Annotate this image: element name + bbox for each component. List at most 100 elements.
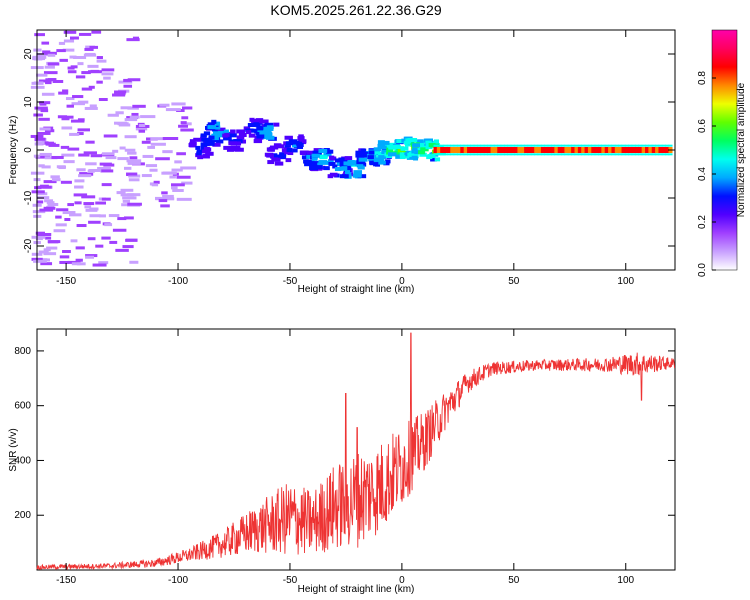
- spectrogram-cell: [33, 259, 47, 263]
- spectrogram-cell: [74, 179, 85, 183]
- spectrogram-cell: [611, 153, 616, 156]
- spectrogram-cell: [88, 85, 95, 89]
- spectrogram-cell: [115, 111, 124, 115]
- spectrogram-cell: [30, 85, 45, 89]
- spectrogram-cell: [624, 153, 629, 156]
- colorbar-label: Normalized spectral amplitude: [736, 82, 747, 217]
- x-tick-label: -150: [56, 276, 76, 287]
- spectrogram-cell: [65, 97, 75, 101]
- spectrogram-cell: [129, 156, 138, 160]
- spectrogram-cell: [273, 122, 280, 127]
- spectrogram-y-ticks: -20 -10 0 10 20: [23, 48, 675, 253]
- colorbar-tick-label: 0.0: [697, 263, 708, 277]
- spectrogram-cell: [210, 122, 219, 127]
- spectrogram-cell: [123, 216, 134, 220]
- spectrogram-cell: [440, 153, 445, 156]
- spectrogram-cell: [98, 261, 109, 265]
- spectrogram-cell: [425, 138, 434, 143]
- spectrogram-cell: [162, 194, 174, 198]
- spectrogram-cell: [37, 192, 48, 196]
- spectrogram-cell: [456, 144, 461, 147]
- spectrogram-cell: [34, 186, 42, 190]
- spectrogram-cell: [537, 147, 542, 153]
- spectrogram-cell: [200, 142, 208, 147]
- spectrogram-cell: [39, 102, 47, 106]
- spectrogram-cell: [127, 202, 142, 206]
- spectrogram-cell: [48, 143, 60, 147]
- spectrogram-cell: [446, 147, 451, 153]
- spectrogram-cell: [180, 166, 197, 170]
- x-tick-label: 50: [508, 575, 520, 586]
- spectrogram-cell: [323, 166, 330, 171]
- spectrogram-cell: [189, 139, 196, 144]
- spectrogram-cell: [85, 140, 95, 144]
- spectrogram-cell: [105, 156, 117, 160]
- spectrogram-cell: [611, 144, 616, 147]
- spectrogram-cell: [517, 144, 522, 147]
- spectrogram-cell: [112, 93, 126, 97]
- spectrogram-cell: [31, 190, 45, 194]
- spectrogram-cell: [224, 132, 230, 137]
- spectrogram-cell: [450, 144, 455, 147]
- spectrogram-cell: [138, 129, 146, 133]
- spectrogram-cell: [621, 147, 626, 153]
- spectrogram-cell: [69, 36, 79, 40]
- spectrogram-cell: [216, 139, 224, 144]
- colorbar-tick-label: 0.6: [697, 119, 708, 133]
- spectrogram-cell: [420, 147, 429, 152]
- spectrogram-cell: [256, 134, 265, 139]
- spectrogram-cell: [292, 148, 298, 153]
- spectrogram-cell: [436, 147, 441, 153]
- spectrogram-cell: [34, 106, 48, 110]
- spectrogram-cell: [483, 153, 488, 156]
- spectrogram-cell: [212, 136, 219, 141]
- spectrogram-cell: [78, 174, 92, 178]
- colorbar-tick-label: 0.8: [697, 71, 708, 85]
- spectrogram-cell: [527, 153, 532, 156]
- spectrogram-cell: [460, 144, 465, 147]
- spectrogram-cell: [101, 197, 111, 201]
- spectrogram-x-label: Height of straight line (km): [298, 284, 415, 295]
- x-tick-label: -50: [283, 575, 298, 586]
- spectrogram-cell: [265, 135, 275, 140]
- spectrogram-cell: [493, 147, 498, 153]
- spectrogram-cell: [608, 147, 613, 153]
- spectrogram-cell: [99, 214, 106, 218]
- spectrogram-cell: [561, 153, 566, 156]
- spectrogram-cell: [399, 155, 406, 160]
- spectrogram-cell: [53, 229, 66, 233]
- spectrogram-cell: [534, 153, 539, 156]
- spectrogram-cell: [550, 153, 555, 156]
- spectrogram-cell: [272, 153, 278, 158]
- spectrogram-cell: [537, 144, 542, 147]
- spectrogram-cell: [96, 59, 107, 63]
- spectrogram-cell: [71, 102, 85, 106]
- spectrogram-cell: [473, 153, 478, 156]
- x-tick-label: 0: [399, 276, 405, 287]
- spectrogram-cell: [463, 153, 468, 156]
- spectrogram-cell: [514, 144, 519, 147]
- spectrogram-cell: [204, 146, 210, 151]
- spectrogram-cell: [357, 174, 367, 179]
- spectrogram-cell: [149, 168, 158, 172]
- spectrogram-cell: [77, 100, 89, 104]
- spectrogram-cell: [490, 147, 495, 153]
- spectrogram-cell: [123, 78, 132, 82]
- spectrogram-cell: [171, 102, 186, 106]
- spectrogram-cell: [318, 148, 328, 153]
- spectrogram-cell: [91, 30, 102, 34]
- spectrogram-cell: [84, 106, 98, 110]
- spectrogram-cell: [577, 153, 582, 156]
- spectrogram-cell: [250, 128, 258, 133]
- spectrogram-cell: [117, 217, 127, 221]
- spectrogram-cell: [159, 197, 175, 201]
- spectrogram-cell: [460, 147, 465, 153]
- spectrogram-cell: [388, 145, 397, 150]
- spectrogram-cell: [357, 165, 365, 170]
- spectrogram-cell: [312, 150, 320, 155]
- spectrogram-cell: [456, 153, 461, 156]
- spectrogram-cell: [123, 84, 133, 88]
- spectrogram-cell: [276, 144, 284, 149]
- spectrogram-cell: [487, 153, 492, 156]
- spectrogram-cell: [467, 153, 472, 156]
